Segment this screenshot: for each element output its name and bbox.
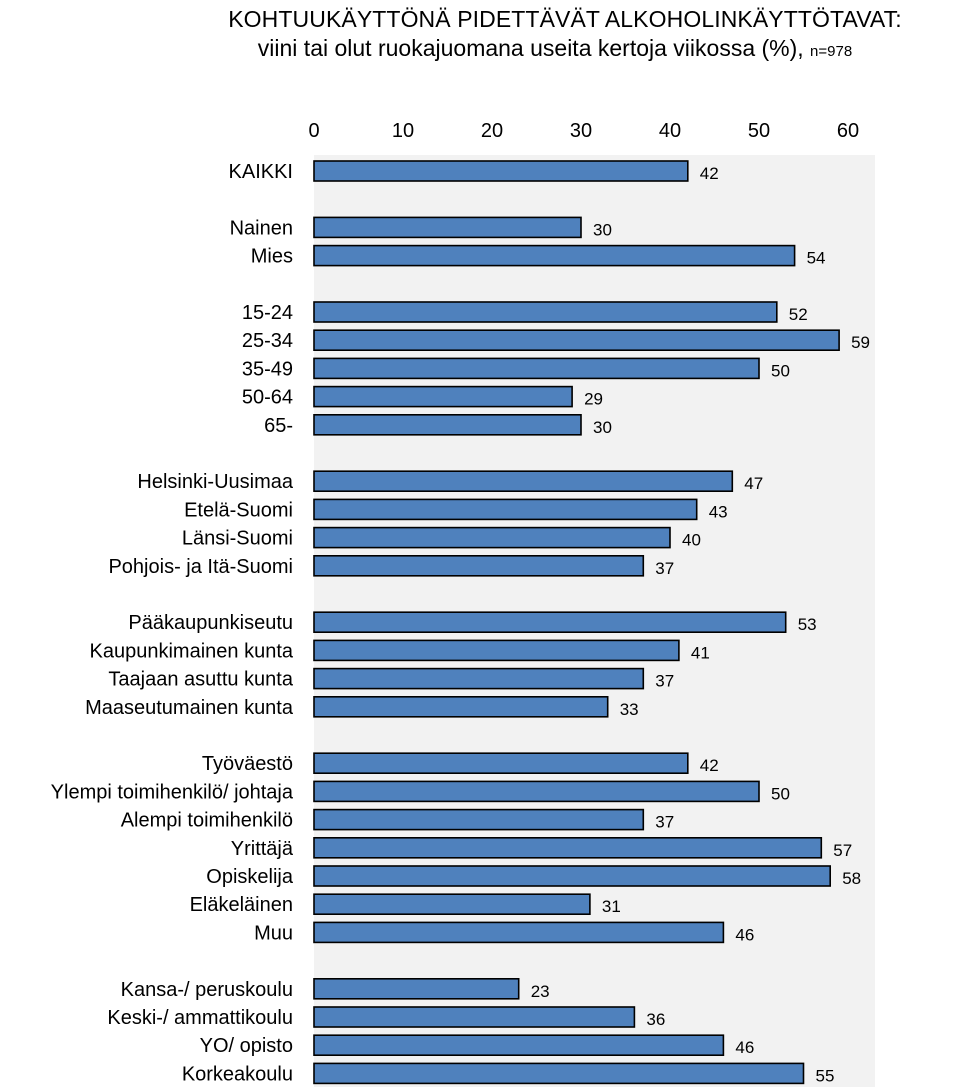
data-label: 43 xyxy=(709,502,728,521)
bar xyxy=(313,893,591,916)
category-label: Pohjois- ja Itä-Suomi xyxy=(108,556,293,578)
category-label: Etelä-Suomi xyxy=(184,499,293,521)
bar xyxy=(313,244,796,267)
bar xyxy=(313,498,698,521)
x-tick-label: 0 xyxy=(308,120,319,142)
category-label: 50-64 xyxy=(242,387,293,409)
bar xyxy=(313,921,725,944)
category-label: Kaupunkimainen kunta xyxy=(90,640,294,662)
category-label: KAIKKI xyxy=(229,161,293,183)
data-label: 40 xyxy=(682,531,701,550)
category-label: Muu xyxy=(254,922,293,944)
data-label: 37 xyxy=(655,559,674,578)
category-label: Ylempi toimihenkilö/ johtaja xyxy=(51,781,294,803)
category-label: 25-34 xyxy=(242,330,293,352)
x-tick-label: 60 xyxy=(837,120,859,142)
chart-title: KOHTUUKÄYTTÖNÄ PIDETTÄVÄT ALKOHOLINKÄYTT… xyxy=(0,4,960,66)
x-tick-label: 40 xyxy=(659,120,681,142)
data-label: 54 xyxy=(807,249,826,268)
data-label: 47 xyxy=(744,474,763,493)
bar xyxy=(313,216,582,239)
data-label: 42 xyxy=(700,164,719,183)
bar xyxy=(313,1034,725,1056)
bar xyxy=(313,470,734,493)
category-label: Yrittäjä xyxy=(231,838,294,860)
category-label: Kansa-/ peruskoulu xyxy=(121,979,293,1001)
data-label: 30 xyxy=(593,418,612,437)
bar xyxy=(313,413,582,436)
category-label: Nainen xyxy=(230,217,293,239)
bar xyxy=(313,865,832,887)
category-label: Mies xyxy=(251,246,293,268)
category-label: Länsi-Suomi xyxy=(182,528,293,550)
data-label: 59 xyxy=(851,333,870,352)
bar xyxy=(313,836,823,859)
data-label: 33 xyxy=(620,700,639,719)
bar xyxy=(313,329,840,352)
data-label: 36 xyxy=(646,1010,665,1029)
category-label: 35-49 xyxy=(242,358,293,380)
bar xyxy=(313,1006,636,1028)
bar xyxy=(313,611,787,634)
x-tick-label: 20 xyxy=(481,120,503,142)
data-label: 50 xyxy=(771,784,790,803)
data-label: 42 xyxy=(700,756,719,775)
bar xyxy=(313,301,778,323)
category-label: Alempi toimihenkilö xyxy=(121,810,293,832)
category-label: 15-24 xyxy=(242,302,293,324)
data-label: 23 xyxy=(531,982,550,1001)
bar xyxy=(313,695,609,718)
category-label: Työväestö xyxy=(202,753,293,775)
data-label: 30 xyxy=(593,220,612,239)
x-tick-label: 50 xyxy=(748,120,770,142)
bar xyxy=(313,1062,805,1085)
data-label: 50 xyxy=(771,361,790,380)
category-label: Taajaan asuttu kunta xyxy=(108,669,293,691)
data-label: 53 xyxy=(798,615,817,634)
bar xyxy=(313,357,760,380)
bar xyxy=(313,752,689,775)
category-label: Maaseutumainen kunta xyxy=(85,697,294,719)
data-label: 41 xyxy=(691,643,710,662)
data-label: 55 xyxy=(816,1066,835,1085)
bar xyxy=(313,160,689,182)
bar xyxy=(313,554,645,577)
bar xyxy=(313,667,645,690)
data-label: 57 xyxy=(833,841,852,860)
data-label: 46 xyxy=(735,925,754,944)
category-label: Eläkeläinen xyxy=(190,894,293,916)
category-label: Pääkaupunkiseutu xyxy=(128,612,293,634)
x-tick-label: 10 xyxy=(392,120,414,142)
category-label: YO/ opisto xyxy=(200,1035,293,1057)
category-label: Opiskelija xyxy=(206,866,294,888)
category-label: Keski-/ ammattikoulu xyxy=(107,1007,293,1029)
bar xyxy=(313,526,671,549)
data-label: 29 xyxy=(584,390,603,409)
bar xyxy=(313,977,520,1000)
category-label: Korkeakoulu xyxy=(182,1063,293,1085)
bar xyxy=(313,780,760,803)
x-tick-label: 30 xyxy=(570,120,592,142)
sample-size-label: n=978 xyxy=(810,43,853,60)
data-label: 31 xyxy=(602,897,621,916)
bar xyxy=(313,385,573,408)
title-line-2-text: viini tai olut ruokajuomana useita kerto… xyxy=(257,35,804,61)
data-label: 37 xyxy=(655,672,674,691)
bar xyxy=(313,639,680,662)
data-label: 46 xyxy=(735,1038,754,1057)
title-line-1: KOHTUUKÄYTTÖNÄ PIDETTÄVÄT ALKOHOLINKÄYTT… xyxy=(228,6,902,32)
category-label: 65- xyxy=(264,415,293,437)
title-line-2: viini tai olut ruokajuomana useita kerto… xyxy=(0,34,960,66)
bar xyxy=(313,808,645,831)
data-label: 58 xyxy=(842,869,861,888)
category-label: Helsinki-Uusimaa xyxy=(137,471,293,493)
data-label: 37 xyxy=(655,813,674,832)
data-label: 52 xyxy=(789,305,808,324)
